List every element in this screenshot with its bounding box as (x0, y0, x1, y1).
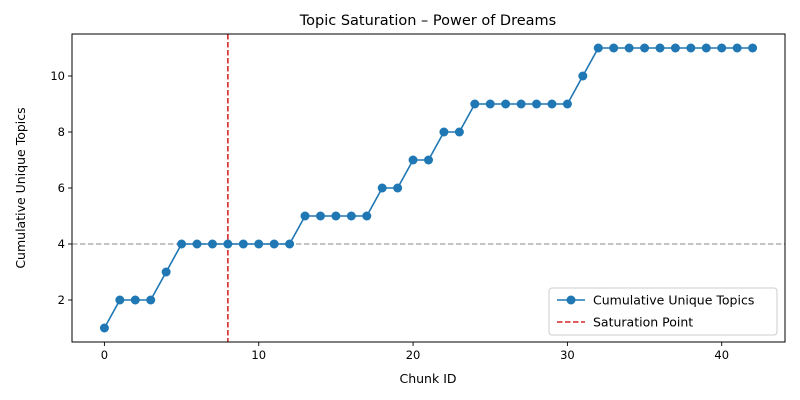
data-point (377, 183, 387, 193)
data-point (547, 99, 557, 109)
chart-title: Topic Saturation – Power of Dreams (299, 13, 556, 29)
data-point (578, 71, 588, 81)
data-point (177, 239, 187, 249)
data-point (161, 267, 171, 277)
data-point (732, 43, 742, 53)
data-point (686, 43, 696, 53)
legend-label-saturation: Saturation Point (593, 315, 693, 330)
x-tick-label: 0 (101, 348, 108, 362)
legend-marker-series (566, 295, 576, 305)
legend-box (548, 287, 778, 336)
data-point (192, 239, 202, 249)
data-point (748, 43, 758, 53)
data-point (532, 99, 542, 109)
data-point (130, 295, 140, 305)
data-point (470, 99, 480, 109)
x-axis: 0 10 20 30 40 (101, 342, 729, 362)
data-point (115, 295, 125, 305)
x-axis-label: Chunk ID (399, 371, 456, 386)
data-point (315, 211, 325, 221)
data-point (99, 323, 109, 333)
data-point (331, 211, 341, 221)
data-point (424, 155, 433, 165)
data-point (501, 99, 511, 109)
data-point (562, 99, 572, 109)
y-tick-label: 4 (58, 237, 65, 251)
legend: Cumulative Unique Topics Saturation Poin… (548, 287, 778, 336)
x-tick-label: 40 (714, 348, 729, 362)
y-tick-label: 6 (58, 181, 65, 195)
y-axis-label: Cumulative Unique Topics (13, 107, 28, 268)
data-point (485, 99, 495, 109)
legend-label-series: Cumulative Unique Topics (593, 293, 754, 308)
data-point (207, 239, 217, 249)
data-point (454, 127, 464, 137)
data-point (254, 239, 264, 249)
data-point (701, 43, 711, 53)
data-point (593, 43, 603, 53)
data-point (393, 183, 403, 193)
data-point (408, 155, 418, 165)
data-point (516, 99, 526, 109)
series-layer (99, 43, 758, 333)
y-tick-label: 8 (58, 125, 65, 139)
data-point (223, 239, 233, 249)
data-point (146, 295, 156, 305)
x-tick-label: 10 (251, 348, 266, 362)
data-point (269, 239, 279, 249)
data-point (670, 43, 680, 53)
data-point (609, 43, 619, 53)
data-point (300, 211, 310, 221)
x-tick-label: 30 (560, 348, 575, 362)
data-point (346, 211, 356, 221)
data-point (238, 239, 248, 249)
data-point (439, 127, 449, 137)
data-point (655, 43, 665, 53)
reference-lines (72, 34, 785, 342)
data-point (640, 43, 650, 53)
x-tick-label: 20 (406, 348, 421, 362)
y-axis: 2 4 6 8 10 (50, 69, 72, 307)
data-point (717, 43, 727, 53)
data-point (624, 43, 634, 53)
y-tick-label: 10 (50, 69, 65, 83)
data-point (362, 211, 372, 221)
y-tick-label: 2 (58, 293, 65, 307)
data-point (285, 239, 295, 249)
